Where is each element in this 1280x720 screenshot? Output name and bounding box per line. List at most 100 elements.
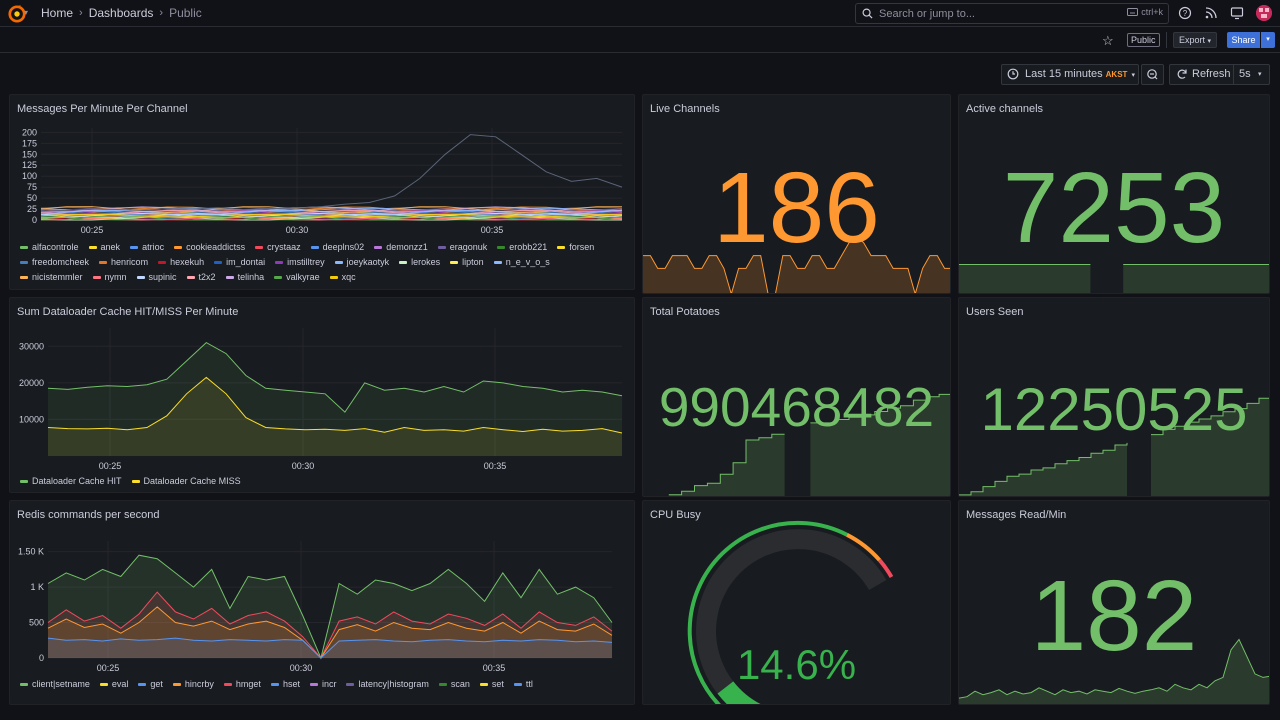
sparkline-line xyxy=(959,638,1269,699)
legend-swatch xyxy=(20,245,28,249)
legend-item[interactable]: henricom xyxy=(99,257,148,267)
sparkline-area xyxy=(668,434,785,496)
legend-item[interactable]: demonzz1 xyxy=(374,242,428,252)
public-badge: Public xyxy=(1127,33,1160,47)
monitor-icon[interactable] xyxy=(1230,6,1244,20)
breadcrumb-dashboards[interactable]: Dashboards xyxy=(88,6,154,20)
legend-item[interactable]: alfacontrole xyxy=(20,242,79,252)
chevron-down-icon[interactable]: ▾ xyxy=(1258,71,1262,78)
legend-swatch xyxy=(270,682,279,686)
sparkline xyxy=(643,235,950,293)
legend-item[interactable]: eragonuk xyxy=(437,242,487,252)
legend-item[interactable]: hincrby xyxy=(172,679,214,689)
sparkline-line xyxy=(668,433,785,496)
legend-item[interactable]: hmget xyxy=(223,679,261,689)
legend-swatch xyxy=(131,479,140,483)
legend-item[interactable]: ttl xyxy=(513,679,533,689)
legend-item[interactable]: eval xyxy=(99,679,128,689)
grafana-logo-icon[interactable] xyxy=(8,5,26,23)
legend-item[interactable]: n_e_v_o_s xyxy=(493,257,550,267)
legend-item[interactable]: lerokes xyxy=(399,257,440,267)
y-tick-label: 175 xyxy=(22,138,37,148)
legend-item[interactable]: deeplns02 xyxy=(310,242,364,252)
legend-label: Dataloader Cache MISS xyxy=(143,476,241,486)
share-dropdown-button[interactable]: ▾ xyxy=(1261,32,1275,48)
legend-item[interactable]: client|setname xyxy=(20,679,90,689)
legend-item[interactable]: set xyxy=(479,679,504,689)
search-input[interactable]: Search or jump to... ctrl+k xyxy=(855,3,1169,24)
redis-chart[interactable]: 0 500 1 K 1.50 K 00:25 00:30 00:35 xyxy=(10,501,635,705)
legend-label: client|setname xyxy=(32,679,90,689)
legend-item[interactable]: im_dontai xyxy=(214,257,265,267)
sparkline xyxy=(668,393,950,496)
legend-item[interactable]: joeykaotyk xyxy=(334,257,389,267)
legend-item[interactable]: hset xyxy=(270,679,300,689)
legend-label: scan xyxy=(450,679,470,689)
legend-item[interactable]: lipton xyxy=(450,257,484,267)
legend-item[interactable]: imstilltrey xyxy=(275,257,325,267)
legend-item[interactable]: anek xyxy=(88,242,120,252)
legend-item[interactable]: crystaaz xyxy=(255,242,301,252)
legend-label: forsen xyxy=(569,242,595,252)
legend-item[interactable]: atrioc xyxy=(130,242,164,252)
legend-label: nicistemmler xyxy=(32,272,83,282)
legend-item[interactable]: cookieaddictss xyxy=(174,242,245,252)
zoom-out-button[interactable] xyxy=(1141,64,1164,85)
legend-item[interactable]: get xyxy=(138,679,163,689)
refresh-button[interactable]: Refresh 5s ▾ xyxy=(1169,64,1270,85)
legend-item[interactable]: freedomcheek xyxy=(20,257,89,267)
panel-title[interactable]: Active channels xyxy=(966,103,1044,115)
series-area xyxy=(48,342,622,456)
panel-title[interactable]: Messages Per Minute Per Channel xyxy=(17,103,188,115)
legend-item[interactable]: scan xyxy=(438,679,470,689)
panel-title[interactable]: Redis commands per second xyxy=(17,509,160,521)
time-range-picker[interactable]: Last 15 minutes AKST ▾ xyxy=(1001,64,1139,85)
legend-item[interactable]: t2x2 xyxy=(186,272,216,282)
sparkline-line xyxy=(810,393,950,424)
legend-item[interactable]: supinic xyxy=(136,272,177,282)
chevron-down-icon[interactable]: ▾ xyxy=(24,8,29,17)
panel-title[interactable]: Users Seen xyxy=(966,306,1024,318)
legend-item[interactable]: latency|histogram xyxy=(346,679,429,689)
sparkline xyxy=(959,638,1269,704)
avatar[interactable] xyxy=(1256,5,1272,21)
legend-swatch xyxy=(513,682,522,686)
panel-title[interactable]: Total Potatoes xyxy=(650,306,720,318)
refresh-interval-select[interactable]: 5s xyxy=(1239,68,1251,80)
legend-label: Dataloader Cache HIT xyxy=(32,476,122,486)
sparkline-area xyxy=(959,264,1091,293)
panel-title[interactable]: CPU Busy xyxy=(650,509,701,521)
legend-item[interactable]: incr xyxy=(309,679,336,689)
dataloader-chart[interactable]: 10000 20000 30000 00:25 00:30 00:35 xyxy=(10,298,635,493)
export-button[interactable]: Export ▾ xyxy=(1173,32,1218,48)
help-icon[interactable]: ? xyxy=(1178,6,1192,20)
legend-swatch xyxy=(346,682,355,686)
legend-item[interactable]: xqc xyxy=(329,272,356,282)
share-button[interactable]: Share xyxy=(1227,32,1260,48)
series-line xyxy=(47,606,613,659)
legend-swatch xyxy=(275,260,284,264)
series-line xyxy=(40,213,623,218)
series-line xyxy=(47,341,623,413)
legend-item[interactable]: nicistemmler xyxy=(20,272,83,282)
legend-swatch xyxy=(309,682,318,686)
star-icon[interactable]: ☆ xyxy=(1102,33,1114,48)
legend-item[interactable]: Dataloader Cache MISS xyxy=(131,476,241,486)
legend-swatch xyxy=(310,245,319,249)
breadcrumb-home[interactable]: Home xyxy=(41,6,74,20)
legend-item[interactable]: Dataloader Cache HIT xyxy=(20,476,122,486)
legend-item[interactable]: nymn xyxy=(92,272,127,282)
stat-value: 186 xyxy=(713,152,880,264)
legend-swatch xyxy=(99,682,108,686)
rss-icon[interactable] xyxy=(1204,6,1218,20)
avatar-image-icon xyxy=(1256,5,1272,21)
panel-title[interactable]: Live Channels xyxy=(650,103,720,115)
legend-item[interactable]: valkyrae xyxy=(274,272,320,282)
legend-item[interactable]: erobb221 xyxy=(497,242,547,252)
panel-title[interactable]: Messages Read/Min xyxy=(966,509,1067,521)
legend-item[interactable]: telinha xyxy=(225,272,264,282)
legend-item[interactable]: forsen xyxy=(557,242,594,252)
legend-item[interactable]: hexekuh xyxy=(158,257,204,267)
panel-title[interactable]: Sum Dataloader Cache HIT/MISS Per Minute xyxy=(17,306,239,318)
